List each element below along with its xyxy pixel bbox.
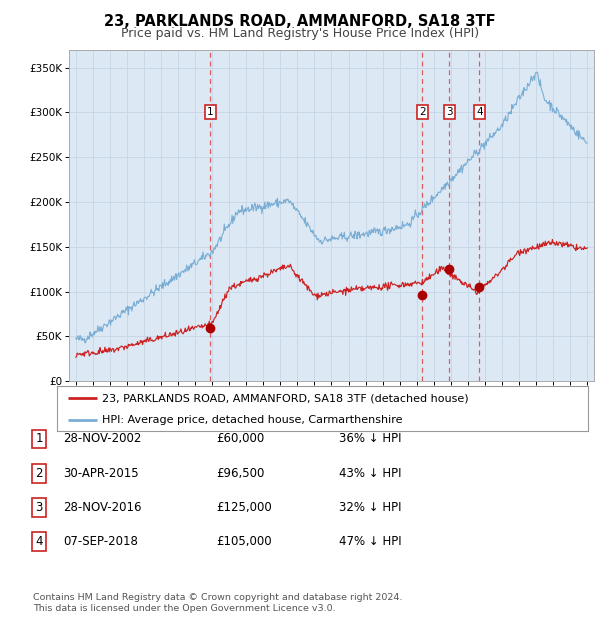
Text: 07-SEP-2018: 07-SEP-2018 — [63, 535, 138, 547]
Text: Contains HM Land Registry data © Crown copyright and database right 2024.
This d: Contains HM Land Registry data © Crown c… — [33, 593, 403, 613]
Text: 47% ↓ HPI: 47% ↓ HPI — [339, 535, 401, 547]
Text: Price paid vs. HM Land Registry's House Price Index (HPI): Price paid vs. HM Land Registry's House … — [121, 27, 479, 40]
Text: £60,000: £60,000 — [216, 433, 264, 445]
Text: HPI: Average price, detached house, Carmarthenshire: HPI: Average price, detached house, Carm… — [102, 415, 403, 425]
Text: 32% ↓ HPI: 32% ↓ HPI — [339, 501, 401, 513]
Text: 43% ↓ HPI: 43% ↓ HPI — [339, 467, 401, 479]
Text: 2: 2 — [35, 467, 43, 479]
Text: 28-NOV-2016: 28-NOV-2016 — [63, 501, 142, 513]
Text: 23, PARKLANDS ROAD, AMMANFORD, SA18 3TF (detached house): 23, PARKLANDS ROAD, AMMANFORD, SA18 3TF … — [102, 393, 469, 404]
Text: 28-NOV-2002: 28-NOV-2002 — [63, 433, 142, 445]
Text: 30-APR-2015: 30-APR-2015 — [63, 467, 139, 479]
Text: 23, PARKLANDS ROAD, AMMANFORD, SA18 3TF: 23, PARKLANDS ROAD, AMMANFORD, SA18 3TF — [104, 14, 496, 29]
Text: 4: 4 — [476, 107, 483, 117]
Text: £105,000: £105,000 — [216, 535, 272, 547]
Text: 1: 1 — [207, 107, 214, 117]
Text: 36% ↓ HPI: 36% ↓ HPI — [339, 433, 401, 445]
Text: £125,000: £125,000 — [216, 501, 272, 513]
Text: £96,500: £96,500 — [216, 467, 265, 479]
Text: 3: 3 — [35, 501, 43, 513]
Text: 3: 3 — [446, 107, 452, 117]
Text: 4: 4 — [35, 535, 43, 547]
Text: 2: 2 — [419, 107, 425, 117]
Text: 1: 1 — [35, 433, 43, 445]
